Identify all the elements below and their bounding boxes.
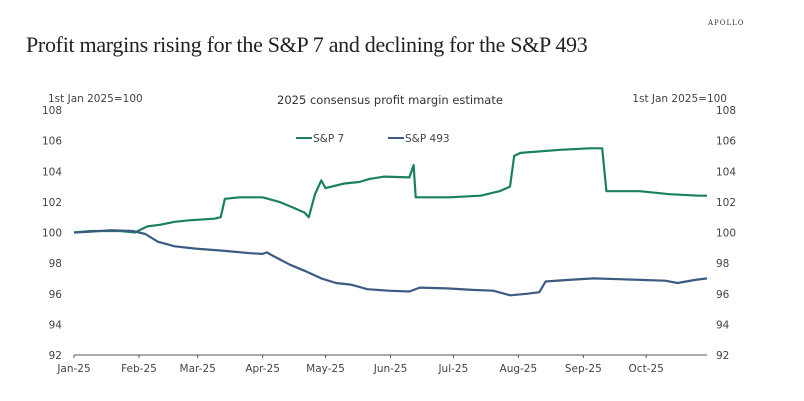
y-tick-label-right: 100 xyxy=(716,228,736,240)
x-tick-label: Jan-25 xyxy=(56,363,90,375)
y-tick-label-left: 96 xyxy=(49,289,63,301)
x-tick-label: Mar-25 xyxy=(180,363,216,375)
y-tick-label-right: 106 xyxy=(716,136,736,148)
y-tick-label-left: 104 xyxy=(42,166,62,178)
y-tick-label-right: 98 xyxy=(716,258,729,270)
y-tick-label-right: 94 xyxy=(716,319,730,331)
y-axis-label-right: 1st Jan 2025=100 xyxy=(632,93,727,105)
y-tick-label-right: 104 xyxy=(716,166,736,178)
page-title: Profit margins rising for the S&P 7 and … xyxy=(26,32,588,57)
y-tick-label-left: 106 xyxy=(42,136,62,148)
x-tick-label: Apr-25 xyxy=(245,363,280,375)
x-tick-label: Feb-25 xyxy=(121,363,157,375)
y-tick-label-right: 102 xyxy=(716,197,736,209)
x-tick-label: May-25 xyxy=(306,363,345,375)
y-axis-right: 92 94 96 98 100 102 104 106 108 xyxy=(716,105,736,362)
legend-label: S&P 493 xyxy=(405,133,450,145)
y-axis-label-left: 1st Jan 2025=100 xyxy=(48,93,143,105)
y-tick-label-right: 96 xyxy=(716,289,730,301)
y-tick-label-left: 94 xyxy=(49,319,63,331)
x-tick-label: Jun-25 xyxy=(373,363,408,375)
series-line-s-p-7 xyxy=(73,147,707,234)
y-axis-left: 92 94 96 98 100 102 104 106 108 xyxy=(42,105,62,362)
x-tick-label: Oct-25 xyxy=(629,363,664,375)
y-tick-label-right: 108 xyxy=(716,105,736,117)
x-axis: Jan-25 Feb-25 Mar-25 Apr-25 May-25 Jun-25 Jul-… xyxy=(56,354,707,375)
y-tick-label-right: 92 xyxy=(716,350,729,362)
y-tick-label-left: 102 xyxy=(42,197,62,209)
legend: S&P 7 S&P 493 xyxy=(296,133,450,145)
x-tick-label: Aug-25 xyxy=(500,363,538,375)
y-tick-label-left: 92 xyxy=(49,350,62,362)
series-line-s-p-493 xyxy=(73,229,708,297)
y-tick-label-left: 100 xyxy=(42,228,62,240)
y-tick-label-left: 108 xyxy=(42,105,62,117)
y-tick-label-left: 98 xyxy=(49,258,62,270)
legend-label: S&P 7 xyxy=(313,133,344,145)
chart-title: 2025 consensus profit margin estimate xyxy=(277,93,503,107)
brand-logo: APOLLO xyxy=(708,19,745,27)
x-tick-label: Jul-25 xyxy=(437,363,468,375)
x-tick-label: Sep-25 xyxy=(565,363,602,375)
series-group xyxy=(73,147,708,297)
